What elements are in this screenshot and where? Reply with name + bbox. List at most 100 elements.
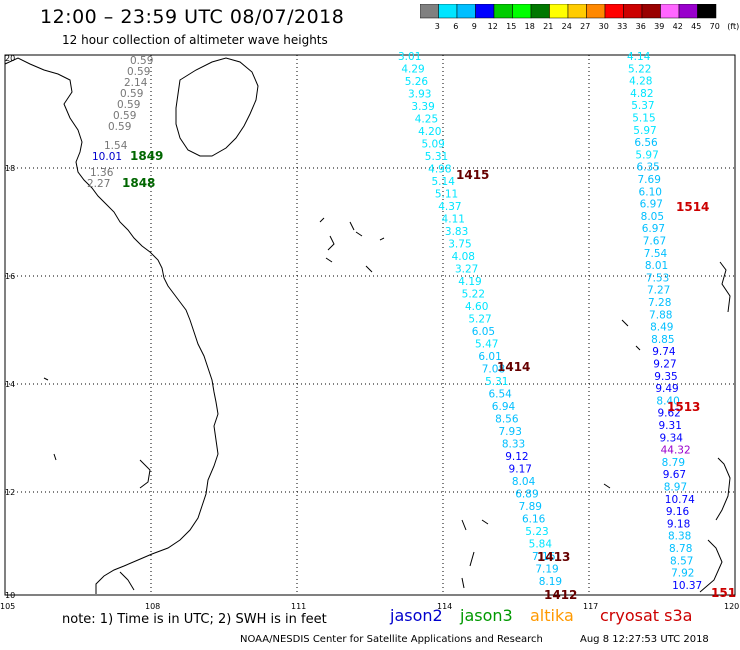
page-subtitle: 12 hour collection of altimeter wave hei…	[62, 33, 328, 47]
pass-151x: 151	[711, 586, 736, 600]
colorbar-label: 33	[617, 22, 628, 31]
wave-height-value: 2.14	[124, 77, 148, 89]
wave-height-value: 9.34	[660, 432, 684, 444]
wave-height-value: 2.27	[87, 178, 110, 190]
lon-label-108: 108	[145, 602, 160, 611]
wave-height-value: 5.23	[525, 526, 548, 538]
wave-height-value: 5.84	[529, 539, 553, 551]
legend-jason3: jason3	[460, 606, 513, 625]
wave-height-value: 4.60	[465, 301, 488, 313]
wave-height-value: 9.35	[654, 371, 677, 383]
wave-height-value: 7.67	[643, 236, 666, 248]
wave-height-value: 0.59	[130, 55, 153, 67]
pass-1413: 1413	[537, 550, 570, 564]
colorbar-label: 45	[691, 22, 702, 31]
lon-label-114: 114	[437, 602, 452, 611]
wave-height-value: 8.57	[670, 555, 693, 567]
colorbar-label: 9	[471, 22, 477, 31]
wave-height-value: 9.49	[655, 383, 678, 395]
pass-1514: 1514	[676, 200, 709, 214]
pass-1412: 1412	[544, 588, 577, 602]
colorbar-swatch	[493, 3, 513, 19]
wave-height-value: 5.26	[405, 76, 429, 88]
wave-height-value: 5.47	[475, 339, 498, 351]
wave-height-value: 6.05	[472, 326, 495, 338]
wave-height-value: 5.09	[421, 139, 444, 151]
coastline-hainan	[175, 57, 259, 157]
wave-height-value: 5.97	[635, 149, 658, 161]
wave-height-value: 9.12	[505, 451, 528, 463]
wave-height-value: 5.15	[632, 113, 655, 125]
obs-value-blue: 10.01	[92, 151, 122, 163]
wave-height-value: 6.97	[640, 199, 663, 211]
wave-height-value: 8.04	[512, 476, 536, 488]
colorbar-label: 24	[561, 22, 572, 31]
colorbar-swatch	[475, 3, 495, 19]
observations-track-1514: 4.145.224.284.825.375.155.976.565.976.35…	[627, 51, 702, 592]
wave-height-value: 8.56	[495, 414, 519, 426]
wave-height-value: 8.19	[539, 576, 562, 588]
wave-height-value: 8.97	[664, 482, 687, 494]
lat-label-16: 16	[5, 272, 15, 281]
wave-height-value: 4.25	[415, 114, 438, 126]
colorbar-swatch	[419, 3, 439, 19]
legend-altika: altika	[530, 606, 574, 625]
wave-height-value: 6.56	[634, 137, 658, 149]
colorbar-swatch	[678, 3, 698, 19]
colorbar-label: 21	[543, 22, 554, 31]
colorbar-swatch	[549, 3, 569, 19]
lat-label-18: 18	[5, 164, 15, 173]
footer-credit: NOAA/NESDIS Center for Satellite Applica…	[240, 634, 543, 645]
observations-gray: 0.590.592.140.590.590.590.591.541.362.27	[87, 55, 153, 190]
wave-height-value: 6.54	[488, 389, 512, 401]
colorbar-label: 39	[654, 22, 665, 31]
colorbar-swatch	[660, 3, 680, 19]
colorbar-swatch	[456, 3, 476, 19]
wave-height-value: 8.38	[668, 531, 691, 543]
wave-height-value: 6.89	[515, 489, 538, 501]
wave-height-value: 9.16	[666, 506, 690, 518]
pass-1848: 1848	[122, 176, 155, 190]
wave-height-value: 9.67	[663, 469, 686, 481]
wave-height-value: 7.88	[649, 309, 672, 321]
colorbar-label: 6	[453, 22, 459, 31]
wave-height-value: 7.92	[671, 568, 694, 580]
wave-height-value: 0.59	[113, 110, 136, 122]
page-title: 12:00 – 23:59 UTC 08/07/2018	[40, 6, 345, 28]
colorbar-swatch	[604, 3, 624, 19]
colorbar-swatch	[697, 3, 717, 19]
wave-height-value: 7.27	[647, 285, 670, 297]
wave-height-value: 8.40	[656, 395, 679, 407]
wave-height-value: 10.74	[665, 494, 695, 506]
colorbar-label: 12	[487, 22, 498, 31]
colorbar-label: (ft)	[727, 22, 740, 31]
colorbar-label: 3	[434, 22, 440, 31]
colorbar-swatch	[512, 3, 532, 19]
wave-height-value: 9.18	[667, 518, 690, 530]
wave-height-value: 6.97	[642, 223, 665, 235]
wave-height-value: 7.08	[482, 364, 505, 376]
colorbar-label: 18	[524, 22, 535, 31]
wave-height-value: 5.37	[631, 100, 654, 112]
wave-height-value: 0.59	[120, 88, 143, 100]
wave-height-value: 8.79	[662, 457, 685, 469]
wave-height-value: 5.22	[462, 289, 485, 301]
legend-jason2: jason2	[390, 606, 443, 625]
pass-1415: 1415	[456, 168, 489, 182]
wave-height-value: 9.17	[509, 464, 532, 476]
wave-height-value: 3.75	[448, 239, 471, 251]
wave-height-value: 3.83	[445, 226, 468, 238]
wave-height-value: 7.53	[646, 272, 669, 284]
wave-height-value: 5.14	[432, 176, 456, 188]
wave-height-value: 3.39	[411, 101, 434, 113]
colorbar-swatch	[641, 3, 661, 19]
wave-height-value: 5.27	[468, 314, 491, 326]
footer-note: note: 1) Time is in UTC; 2) SWH is in fe…	[62, 612, 327, 627]
lat-label-20: 20	[5, 54, 15, 63]
colorbar-label: 27	[580, 22, 591, 31]
wave-height-value: 7.89	[519, 501, 542, 513]
islands	[43, 217, 731, 593]
wave-height-value: 6.10	[639, 186, 662, 198]
colorbar-label: 42	[672, 22, 683, 31]
